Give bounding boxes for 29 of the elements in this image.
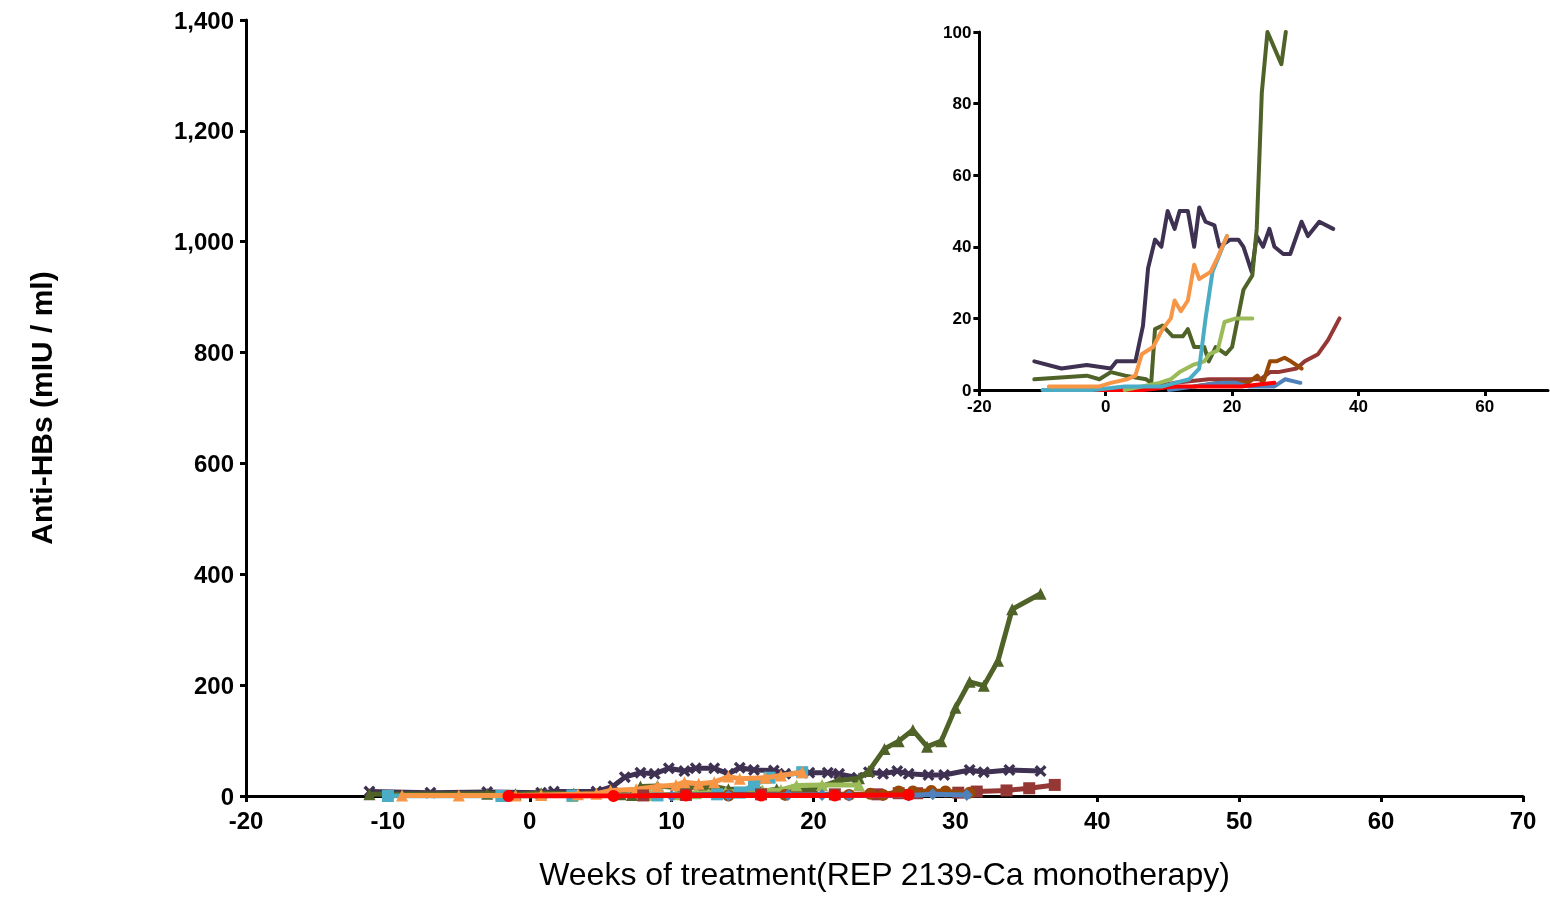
x-tick-label: 20 [1222, 397, 1242, 416]
x-tick-label: 30 [942, 806, 969, 834]
x-tick-label: -10 [370, 806, 406, 834]
y-tick-label: 1,400 [173, 6, 234, 34]
y-tick-label: 0 [961, 380, 972, 400]
x-tick-label: 10 [658, 806, 686, 834]
y-tick-label: 1,000 [173, 228, 234, 256]
y-tick-label: 400 [193, 560, 234, 588]
y-tick-label: 20 [952, 308, 972, 328]
x-tick-label: 0 [1100, 397, 1111, 416]
y-tick-label: 200 [193, 671, 234, 699]
x-tick-label: 40 [1083, 806, 1111, 834]
y-tick-label: 100 [942, 22, 972, 42]
x-tick-label: 0 [523, 806, 537, 834]
y-tick-label: 40 [952, 237, 972, 257]
y-tick-label: 80 [952, 94, 972, 114]
x-tick-label: 40 [1348, 397, 1368, 416]
y-tick-label: 800 [193, 339, 234, 367]
y-tick-label: 60 [952, 165, 972, 185]
x-tick-label: -20 [967, 397, 992, 416]
x-tick-label: 60 [1475, 397, 1495, 416]
y-tick-label: 600 [193, 449, 234, 477]
x-tick-label: 70 [1509, 806, 1537, 834]
x-tick-label: 60 [1367, 806, 1395, 834]
x-tick-label: 50 [1225, 806, 1253, 834]
x-axis-title: Weeks of treatment(REP 2139-Ca monotherapy) [539, 856, 1230, 892]
x-tick-label: 20 [800, 806, 827, 834]
y-tick-label: 1,200 [173, 117, 234, 145]
y-axis-title: Anti-HBs (mIU / ml) [24, 271, 58, 545]
